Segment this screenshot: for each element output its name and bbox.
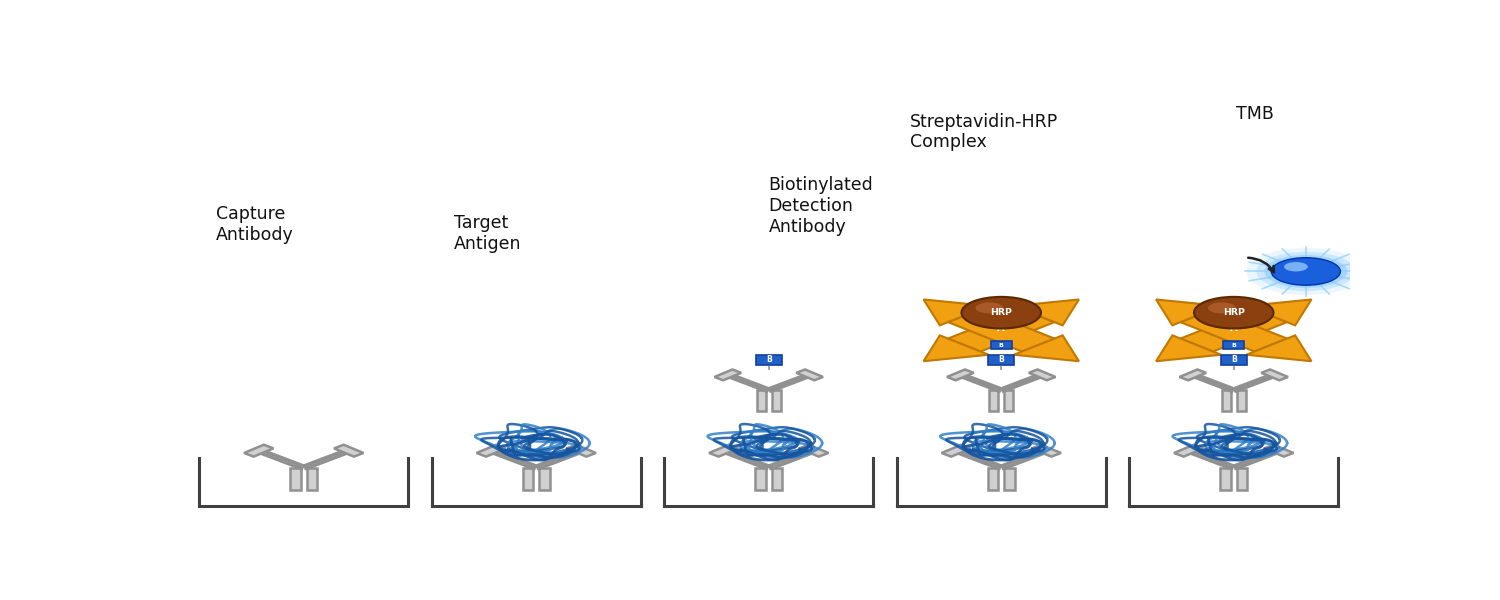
Bar bbox=[291, 468, 300, 490]
Polygon shape bbox=[1180, 309, 1287, 352]
Polygon shape bbox=[567, 445, 596, 457]
Bar bbox=[540, 468, 549, 490]
Bar bbox=[756, 391, 766, 411]
Text: Streptavidin-HRP
Complex: Streptavidin-HRP Complex bbox=[909, 113, 1058, 151]
Polygon shape bbox=[244, 445, 273, 457]
Text: HRP: HRP bbox=[1222, 308, 1245, 317]
Polygon shape bbox=[714, 370, 741, 380]
Polygon shape bbox=[1032, 445, 1060, 457]
Polygon shape bbox=[1014, 335, 1078, 361]
Text: B: B bbox=[1232, 355, 1236, 364]
Bar bbox=[988, 391, 999, 411]
Text: Biotinylated
Detection
Antibody: Biotinylated Detection Antibody bbox=[768, 176, 873, 236]
Polygon shape bbox=[1156, 335, 1221, 361]
Circle shape bbox=[1257, 252, 1354, 291]
Text: B: B bbox=[1232, 343, 1236, 348]
Polygon shape bbox=[796, 370, 824, 380]
Polygon shape bbox=[710, 445, 738, 457]
Polygon shape bbox=[1246, 335, 1311, 361]
Polygon shape bbox=[1156, 299, 1221, 325]
Circle shape bbox=[1270, 258, 1341, 285]
Polygon shape bbox=[948, 309, 1054, 352]
Text: A: A bbox=[998, 323, 1005, 333]
Circle shape bbox=[1264, 255, 1347, 288]
Polygon shape bbox=[942, 445, 970, 457]
Bar bbox=[308, 468, 316, 490]
Polygon shape bbox=[334, 445, 363, 457]
Bar bbox=[1221, 391, 1232, 411]
Polygon shape bbox=[1246, 299, 1311, 325]
Circle shape bbox=[1246, 248, 1365, 295]
Polygon shape bbox=[1262, 370, 1288, 380]
Bar bbox=[524, 468, 532, 490]
Bar bbox=[1221, 468, 1230, 490]
Bar bbox=[1005, 468, 1014, 490]
Bar bbox=[1238, 468, 1246, 490]
Bar bbox=[1004, 391, 1014, 411]
Circle shape bbox=[1284, 262, 1308, 271]
Text: B: B bbox=[999, 343, 1004, 348]
Circle shape bbox=[975, 302, 1004, 313]
Polygon shape bbox=[1179, 370, 1206, 380]
Text: TMB: TMB bbox=[1236, 104, 1274, 122]
Text: A: A bbox=[1230, 323, 1238, 333]
Text: Capture
Antibody: Capture Antibody bbox=[216, 205, 294, 244]
Polygon shape bbox=[800, 445, 828, 457]
Circle shape bbox=[1194, 297, 1274, 328]
Bar bbox=[1236, 391, 1246, 411]
Bar bbox=[756, 468, 765, 490]
Polygon shape bbox=[1180, 309, 1287, 352]
Bar bbox=[988, 468, 998, 490]
Text: B: B bbox=[766, 355, 771, 364]
Polygon shape bbox=[1264, 445, 1293, 457]
Polygon shape bbox=[1174, 445, 1203, 457]
Polygon shape bbox=[946, 370, 974, 380]
Polygon shape bbox=[477, 445, 506, 457]
Polygon shape bbox=[924, 335, 988, 361]
Circle shape bbox=[1208, 302, 1236, 313]
Text: HRP: HRP bbox=[990, 308, 1012, 317]
Polygon shape bbox=[924, 299, 988, 325]
Bar bbox=[772, 468, 782, 490]
Polygon shape bbox=[1029, 370, 1056, 380]
Text: Target
Antigen: Target Antigen bbox=[453, 214, 520, 253]
Bar bbox=[771, 391, 782, 411]
Polygon shape bbox=[948, 309, 1054, 352]
Circle shape bbox=[962, 297, 1041, 328]
Polygon shape bbox=[1014, 299, 1078, 325]
Text: B: B bbox=[999, 355, 1004, 364]
